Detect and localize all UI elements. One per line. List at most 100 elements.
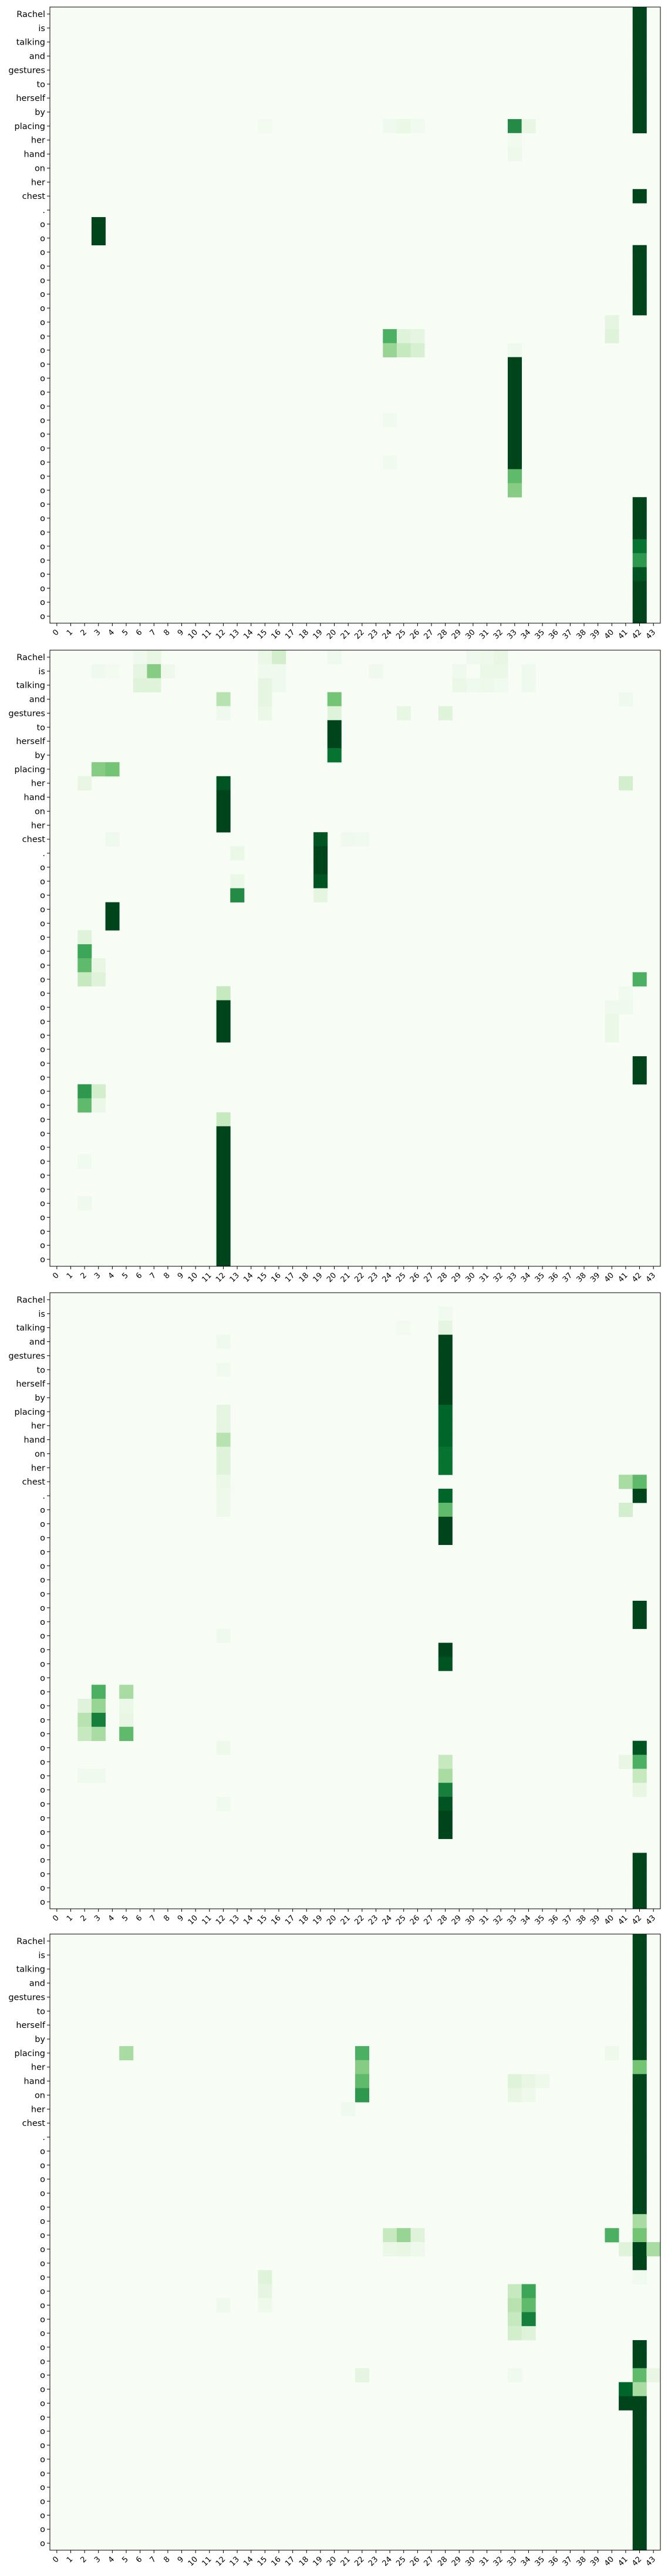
y-tick-label: o [40,1604,45,1613]
heatmap-cell [355,832,370,847]
heatmap-cell [91,958,106,973]
heatmap-cell [619,776,633,791]
x-tick-label: 28 [436,628,449,641]
y-tick-label: on [35,164,45,173]
x-tick-label: 40 [603,628,616,641]
x-tick-label: 18 [298,628,311,641]
y-tick-label: o [40,2315,45,2324]
y-tick-label: o [40,1855,45,1865]
heatmap-cell [216,2298,231,2313]
heatmap-cell [619,1502,633,1517]
x-tick-label: 33 [505,1271,518,1284]
y-tick-label: o [40,1561,45,1571]
heatmap-cell [632,2074,647,2088]
heatmap-cell [105,664,120,679]
heatmap-cell [632,1962,647,1976]
x-tick-label: 1 [65,628,75,637]
x-tick-label: 22 [353,1271,366,1284]
heatmap-frame [49,1933,661,2551]
y-tick-label: talking [16,681,45,691]
x-tick-label: 26 [409,1271,421,1284]
x-tick-label: 1 [65,1914,75,1923]
x-tick-label: 11 [200,1271,213,1284]
heatmap-cell [521,2284,536,2298]
y-tick-label: gestures [8,1993,45,2002]
y-tick-label: o [40,570,45,579]
y-tick-label: by [35,1394,45,1403]
x-tick-label: 34 [519,1914,532,1926]
heatmap-cell [508,2088,522,2102]
heatmap-cell [632,2396,647,2411]
x-tick-label: 39 [589,2555,602,2568]
y-tick-label: is [38,667,45,677]
x-tick-label: 15 [256,1271,269,1284]
x-tick-label: 2 [79,2555,88,2564]
y-tick-label: o [40,402,45,411]
heatmap-cell [632,2382,647,2396]
heatmap-cell [521,678,536,692]
heatmap-cell [632,1740,647,1755]
heatmap-cell [216,1140,231,1155]
x-tick-label: 28 [436,1914,449,1926]
heatmap-cell [632,1601,647,1615]
x-tick-label: 20 [325,628,338,641]
y-tick-label: by [35,2035,45,2044]
x-tick-label: 22 [353,1914,366,1926]
x-tick-label: 11 [200,2555,213,2568]
heatmap-cell [535,2074,550,2088]
heatmap-cell [480,678,494,692]
heatmap-cell [216,1182,231,1197]
x-tick-label: 9 [176,1271,185,1280]
x-tick-label: 36 [547,2555,560,2568]
x-tick-label: 43 [645,1271,657,1284]
heatmap-cell [632,189,647,204]
x-tick-label: 43 [645,628,657,641]
heatmap-cell [619,2396,633,2411]
heatmap-cell [632,2158,647,2173]
x-tick-label: 15 [256,2555,269,2568]
heatmap-frame [49,6,661,624]
y-tick-label: is [38,24,45,33]
x-tick-label: 9 [176,2555,185,2564]
heatmap-cell [77,1084,92,1099]
heatmap-cell [632,1754,647,1769]
heatmap-cell [410,2228,425,2243]
y-tick-label: to [36,1365,45,1375]
heatmap-cell [216,1168,231,1183]
heatmap-cell [147,678,161,692]
heatmap-cell [632,1475,647,1489]
y-tick-label: herself [16,737,46,746]
x-tick-label: 3 [93,1914,102,1923]
heatmap-cell [216,1628,231,1643]
y-tick-label: and [29,1338,45,1347]
heatmap-cell [396,2228,411,2243]
heatmap-cell [396,2242,411,2257]
heatmap-cell [119,2046,134,2061]
x-tick-label: 22 [353,2555,366,2568]
x-tick-label: 35 [534,1914,546,1926]
x-tick-label: 41 [616,628,629,641]
x-tick-label: 4 [107,1271,116,1280]
y-tick-label: herself [16,2021,46,2030]
x-tick-label: 23 [367,1914,380,1926]
x-tick-label: 5 [120,1914,130,1923]
heatmap-cell [396,343,411,357]
heatmap-cell [383,119,397,134]
heatmap-cell [383,343,397,357]
heatmap-cell [619,692,633,706]
y-tick-label: o [40,2385,45,2395]
heatmap-cell [632,609,647,624]
heatmap-cell [632,525,647,540]
heatmap-cell [216,1797,231,1811]
x-tick-label: 16 [270,1271,283,1284]
x-tick-label: 10 [187,1914,200,1926]
x-tick-label: 42 [630,628,643,641]
x-tick-label: 26 [409,628,421,641]
heatmap-cell [327,734,342,749]
y-tick-label: o [40,1227,45,1236]
x-tick-label: 29 [450,628,463,641]
x-tick-label: 35 [534,1271,546,1284]
y-tick-label: her [31,1422,45,1431]
heatmap-frame [49,650,661,1267]
x-tick-label: 17 [284,628,296,641]
